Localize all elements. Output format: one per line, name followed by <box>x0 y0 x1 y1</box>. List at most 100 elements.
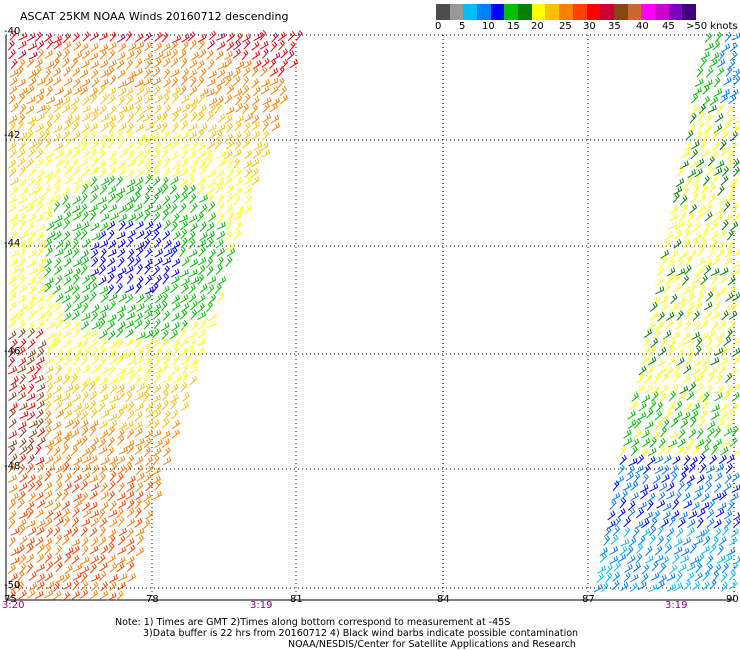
wind-barb <box>732 260 740 269</box>
wind-barb <box>181 148 189 159</box>
wind-barb <box>224 150 233 160</box>
wind-barb <box>144 329 154 339</box>
wind-barb <box>207 169 217 178</box>
wind-barb <box>17 421 27 430</box>
time-label-right: 3:19 <box>665 600 688 611</box>
wind-barb <box>162 230 171 241</box>
wind-barb <box>651 561 659 572</box>
wind-barb <box>63 120 72 131</box>
wind-barb <box>72 354 80 366</box>
wind-barb <box>708 183 716 194</box>
wind-barb <box>178 168 188 177</box>
wind-barb <box>109 462 118 473</box>
wind-barb <box>636 373 645 384</box>
wind-barb <box>72 393 81 403</box>
wind-barb <box>715 330 725 340</box>
wind-barb <box>36 77 46 86</box>
wind-barb <box>190 321 199 331</box>
wind-barb <box>188 330 198 339</box>
wind-barb <box>126 122 134 134</box>
wind-barb <box>189 338 197 349</box>
wind-barb <box>107 94 116 105</box>
wind-barb <box>251 66 259 78</box>
wind-barb <box>27 259 37 268</box>
wind-barb <box>154 51 164 60</box>
wind-barb <box>604 526 612 538</box>
wind-barb <box>17 266 25 278</box>
lat-label-50: -50 <box>4 580 21 591</box>
wind-barb <box>99 43 109 53</box>
wind-barb <box>16 346 26 356</box>
wind-barb <box>612 525 621 536</box>
wind-barb <box>684 264 692 275</box>
wind-barb <box>79 410 88 421</box>
wind-barb <box>100 490 109 501</box>
wind-barb <box>46 382 54 394</box>
wind-barb <box>17 240 27 249</box>
wind-barb <box>142 391 150 403</box>
wind-barb <box>728 94 737 105</box>
wind-barb <box>262 120 269 132</box>
wind-barb <box>117 321 126 331</box>
wind-barb <box>189 375 198 386</box>
wind-barb <box>224 51 233 61</box>
wind-barb <box>678 211 687 222</box>
wind-barb <box>700 275 708 286</box>
wind-barb <box>34 374 44 384</box>
wind-barb <box>118 482 125 493</box>
wind-barb <box>250 104 259 115</box>
wind-barb <box>99 376 109 386</box>
wind-barb <box>169 184 178 195</box>
wind-barb <box>206 185 216 195</box>
wind-barb <box>171 240 181 250</box>
wind-barb <box>80 580 89 591</box>
wind-barb <box>627 419 637 429</box>
wind-barb <box>693 490 702 501</box>
wind-barb <box>99 338 108 349</box>
wind-barb <box>107 115 117 125</box>
wind-barb <box>118 167 127 177</box>
wind-barb <box>144 429 154 439</box>
wind-barb <box>708 193 717 204</box>
wind-barb <box>64 175 73 185</box>
wind-barb <box>179 85 187 96</box>
wind-barb <box>243 175 253 186</box>
wind-barb <box>641 394 651 404</box>
wind-barb <box>170 139 179 150</box>
wind-barb <box>692 87 702 96</box>
wind-barb <box>664 544 673 554</box>
wind-barb <box>43 238 53 248</box>
wind-barb <box>250 168 259 178</box>
wind-barb <box>17 544 25 555</box>
wind-barb <box>206 237 214 248</box>
wind-barb <box>90 517 99 527</box>
wind-barb <box>152 67 161 78</box>
wind-barb <box>650 436 657 448</box>
wind-barb <box>623 517 631 528</box>
wind-barb <box>703 310 712 320</box>
wind-barb <box>718 274 727 285</box>
wind-barb <box>718 50 725 62</box>
wind-barb <box>153 303 162 313</box>
wind-barb <box>82 238 91 249</box>
wind-barb <box>108 340 118 350</box>
wind-barb <box>712 256 721 266</box>
wind-barb <box>62 573 71 583</box>
wind-barb <box>89 52 99 61</box>
wind-barb <box>717 185 725 196</box>
wind-barb <box>163 94 170 106</box>
wind-barb <box>623 429 632 439</box>
wind-barb <box>89 291 97 302</box>
wind-barb <box>701 399 710 410</box>
wind-barb <box>641 528 651 538</box>
wind-barb <box>100 581 109 592</box>
wind-barb <box>144 286 154 295</box>
wind-barb <box>54 142 63 151</box>
wind-barb <box>125 94 134 105</box>
wind-barb <box>144 338 154 348</box>
wind-barb <box>690 556 700 565</box>
wind-barb <box>37 436 46 447</box>
wind-barb <box>659 563 667 574</box>
wind-barb <box>108 105 117 116</box>
wind-barb <box>81 104 91 114</box>
